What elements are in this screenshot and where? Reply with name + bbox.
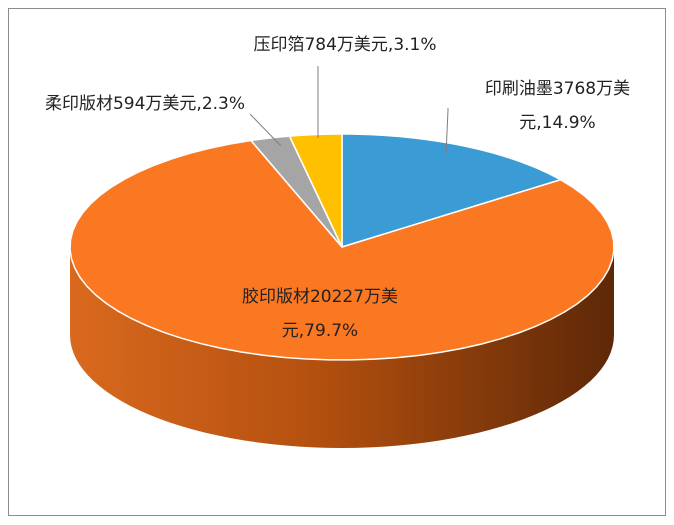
slice-side [70,247,614,448]
data-label: 胶印版材20227万美元,79.7% [241,287,399,341]
data-label: 印刷油墨3768万美元,14.9% [484,79,631,133]
slice [288,133,343,248]
slice [69,139,615,361]
leader-line [445,108,449,156]
data-label: 压印箔784万美元,3.1% [253,35,437,55]
pie [69,133,615,448]
slice [341,133,562,248]
slice [250,135,343,248]
leader-line [249,113,282,147]
data-label: 柔印版材594万美元,2.3% [44,94,246,114]
chart-frame [8,8,666,516]
leader-lines [249,66,449,156]
